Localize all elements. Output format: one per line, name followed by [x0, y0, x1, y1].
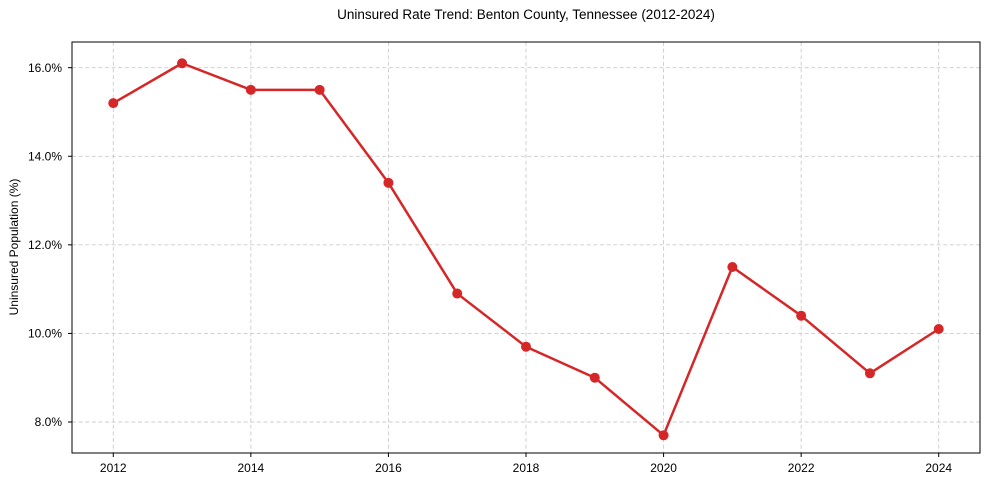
data-point [108, 98, 119, 109]
x-tick-label: 2012 [100, 461, 127, 475]
data-point [658, 430, 669, 441]
y-tick-label: 12.0% [28, 238, 62, 252]
data-point [796, 310, 807, 321]
data-point [314, 84, 325, 95]
data-point [589, 372, 600, 383]
data-point [177, 58, 188, 69]
data-point [864, 368, 875, 379]
y-tick-label: 8.0% [35, 415, 63, 429]
data-point [933, 323, 944, 334]
x-tick-label: 2020 [650, 461, 677, 475]
x-tick-label: 2022 [788, 461, 815, 475]
y-tick-label: 10.0% [28, 327, 62, 341]
x-tick-label: 2016 [375, 461, 402, 475]
data-point [452, 288, 463, 299]
data-point [383, 177, 394, 188]
chart-title: Uninsured Rate Trend: Benton County, Ten… [337, 7, 715, 22]
x-tick-label: 2018 [513, 461, 540, 475]
data-point [727, 261, 738, 272]
data-point [245, 84, 256, 95]
x-tick-label: 2024 [925, 461, 952, 475]
y-tick-label: 16.0% [28, 61, 62, 75]
y-tick-label: 14.0% [28, 149, 62, 163]
data-point [521, 341, 531, 352]
x-tick-label: 2014 [237, 461, 264, 475]
